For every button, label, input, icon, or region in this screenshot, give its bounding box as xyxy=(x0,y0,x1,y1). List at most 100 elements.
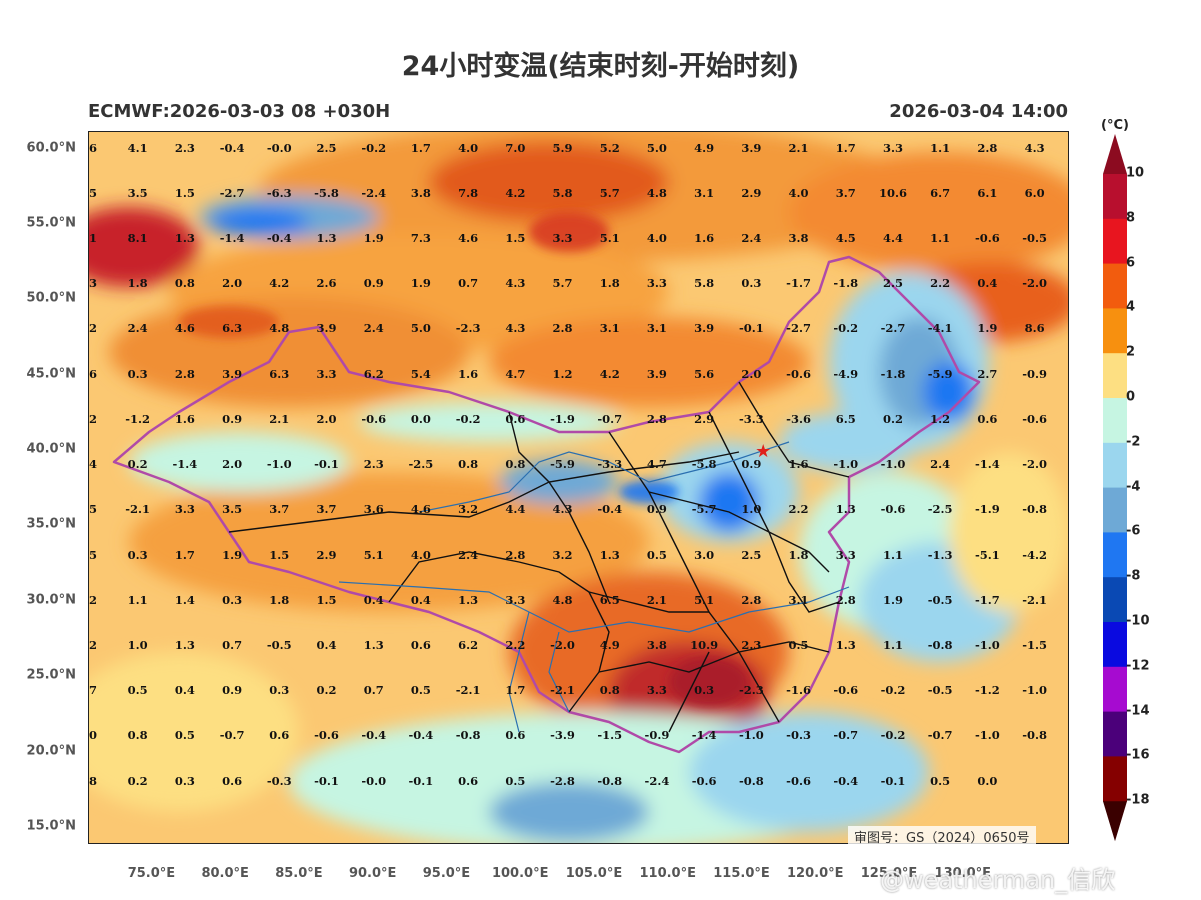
grid-value: 1.1 xyxy=(930,140,951,155)
grid-value: -0.7 xyxy=(833,728,859,743)
latitude-tick-label: 50.0°N xyxy=(26,290,76,306)
grid-value: -0.6 xyxy=(786,773,811,788)
grid-value: -0.6 xyxy=(974,231,1000,246)
grid-value: -2.7 xyxy=(880,321,906,336)
grid-value: -0.8 xyxy=(455,728,481,743)
grid-value: 0.6 xyxy=(977,411,998,426)
grid-value: 0.9 xyxy=(363,276,384,291)
grid-value: 0.8 xyxy=(599,683,620,698)
grid-value: 2.0 xyxy=(222,457,243,472)
grid-value: 1.6 xyxy=(174,411,195,426)
grid-value: 1.3 xyxy=(363,638,384,653)
grid-value: 4.8 xyxy=(646,185,667,200)
colorbar-segment xyxy=(1103,442,1127,489)
grid-value: 1.7 xyxy=(410,140,431,155)
longitude-tick-label: 95.0°E xyxy=(422,866,471,881)
grid-value: 6.2 xyxy=(458,638,479,653)
grid-value: 1.9 xyxy=(410,276,431,291)
grid-value: 4.2 xyxy=(505,185,526,200)
grid-value: -0.7 xyxy=(597,411,623,426)
grid-value: -1.4 xyxy=(172,457,198,472)
grid-value: 2.8 xyxy=(646,411,667,426)
grid-value: -0.4 xyxy=(597,502,623,517)
grid-value: -1.0 xyxy=(880,457,906,472)
grid-value: 5.4 xyxy=(410,366,431,381)
grid-value: 8 xyxy=(88,773,98,788)
grid-value: 1.1 xyxy=(127,592,148,607)
grid-value: -2.0 xyxy=(550,638,575,653)
colorbar-tick-label: -6 xyxy=(1126,523,1141,539)
grid-value: 0.6 xyxy=(458,773,479,788)
grid-value: 1.3 xyxy=(835,502,856,517)
grid-value: -0.2 xyxy=(880,728,906,743)
grid-value: -2.1 xyxy=(550,683,575,698)
grid-value: 3.3 xyxy=(505,592,526,607)
grid-value: 1.7 xyxy=(174,547,195,562)
grid-value: 5.0 xyxy=(410,321,431,336)
grid-value: 1.2 xyxy=(552,366,573,381)
grid-value: 3.9 xyxy=(741,140,762,155)
grid-value: 0.6 xyxy=(269,728,290,743)
grid-value: 0.9 xyxy=(222,683,243,698)
grid-value: -0.8 xyxy=(927,638,953,653)
grid-value: -0.3 xyxy=(786,728,811,743)
grid-value: 4.4 xyxy=(505,502,526,517)
grid-value: 6.5 xyxy=(835,411,856,426)
grid-value: 3.5 xyxy=(127,185,148,200)
grid-value: 4.9 xyxy=(599,638,620,653)
grid-value: -2.4 xyxy=(361,185,387,200)
grid-value: 3.7 xyxy=(269,502,290,517)
grid-value: -2.8 xyxy=(550,773,575,788)
latitude-tick-label: 35.0°N xyxy=(26,516,76,532)
grid-value: 2.7 xyxy=(977,366,998,381)
grid-value: 1.1 xyxy=(882,638,903,653)
longitude-tick-label: 105.0°E xyxy=(565,866,623,881)
colorbar-segment xyxy=(1103,666,1127,713)
grid-value: 1.8 xyxy=(269,592,290,607)
grid-value: 3.8 xyxy=(410,185,431,200)
temperature-change-map[interactable]: ★ 6 4.1 2.3 -0.4 -0.0 2.5 -0.2 1.7 4.0 7.0 5.9 5.2 5… xyxy=(88,131,1069,844)
grid-value: 1.6 xyxy=(458,366,479,381)
grid-value: 0.4 xyxy=(316,638,337,653)
grid-value: 0.6 xyxy=(410,638,431,653)
grid-value: 1.9 xyxy=(882,592,903,607)
colorbar-tick-label: 8 xyxy=(1126,210,1136,226)
grid-value: 1.5 xyxy=(269,547,290,562)
grid-value: 2.1 xyxy=(646,592,667,607)
grid-value: 3.3 xyxy=(552,231,573,246)
grid-value: 2.6 xyxy=(316,276,337,291)
grid-value: 5.8 xyxy=(552,185,573,200)
grid-value: -0.2 xyxy=(833,321,859,336)
grid-value: 7.8 xyxy=(458,185,479,200)
grid-value: -5.9 xyxy=(550,457,575,472)
grid-value: -1.2 xyxy=(974,683,1000,698)
grid-value: 2.0 xyxy=(316,411,337,426)
grid-value: 0.5 xyxy=(788,638,809,653)
grid-value: 0.2 xyxy=(127,773,148,788)
grid-value: -1.5 xyxy=(1022,638,1047,653)
grid-value: -0.0 xyxy=(361,773,387,788)
grid-value: 3.6 xyxy=(363,502,384,517)
grid-value: 4.5 xyxy=(835,231,856,246)
watermark: @weatherman_信欣 xyxy=(880,866,1116,894)
grid-value: 4.0 xyxy=(410,547,431,562)
grid-value: 1.4 xyxy=(174,592,195,607)
grid-value: -0.0 xyxy=(266,140,292,155)
grid-value: 0.2 xyxy=(316,683,337,698)
grid-value: 2.3 xyxy=(741,638,762,653)
grid-value: 0.8 xyxy=(174,276,195,291)
grid-value: -0.7 xyxy=(219,728,245,743)
grid-value: 4.3 xyxy=(1024,140,1045,155)
grid-value: 5.2 xyxy=(599,140,620,155)
grid-value: 3.1 xyxy=(646,321,667,336)
grid-value: 2.8 xyxy=(741,592,762,607)
grid-value: -2.1 xyxy=(1022,592,1047,607)
grid-value: 0.6 xyxy=(222,773,243,788)
latitude-tick-label: 25.0°N xyxy=(26,667,76,683)
longitude-tick-label: 110.0°E xyxy=(639,866,696,881)
grid-value: -1.4 xyxy=(219,231,245,246)
grid-value: 2.8 xyxy=(835,592,856,607)
colorbar-tick-label: 0 xyxy=(1126,389,1136,405)
grid-value: 2.2 xyxy=(505,638,526,653)
grid-value: 7.0 xyxy=(505,140,526,155)
